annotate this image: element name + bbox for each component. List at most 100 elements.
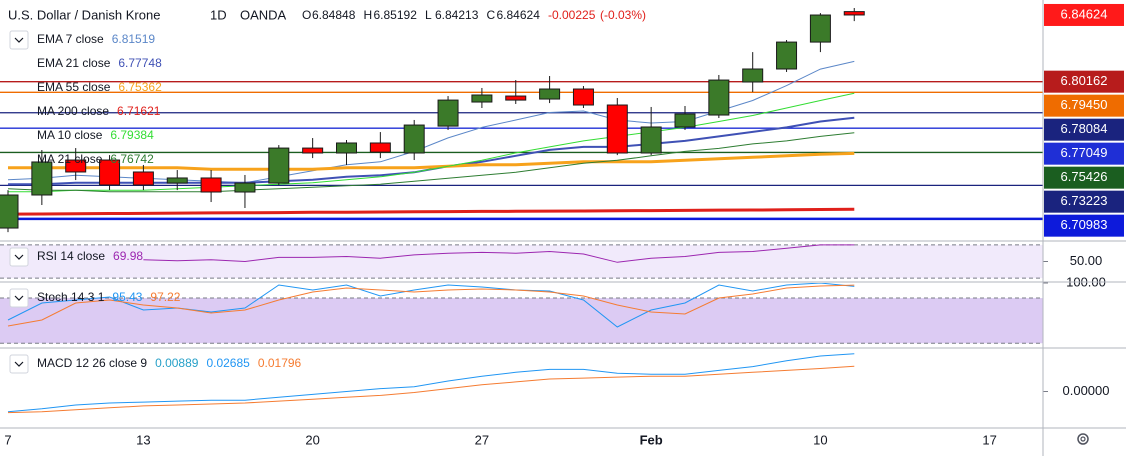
legend: RSI 14 close 69.98 [9, 247, 143, 267]
button-box [9, 288, 29, 308]
price-tag-label: 6.70983 [1061, 217, 1108, 232]
legend-name: MA 200 close [37, 104, 109, 118]
legend-name: MA 21 close [37, 152, 103, 166]
price-tag-label: 6.77049 [1061, 145, 1108, 160]
level-band [0, 244, 1043, 279]
price-tag-label: 6.78084 [1061, 121, 1108, 136]
indicator-pane [7, 353, 855, 414]
settings-button[interactable] [1077, 433, 1089, 445]
price-tag [1044, 166, 1124, 189]
source: OANDA [240, 7, 287, 22]
x-tick-label: 27 [475, 432, 489, 447]
price-tag [1044, 70, 1124, 93]
price-tag [1044, 3, 1124, 26]
price-tag-label: 6.80162 [1061, 73, 1108, 88]
candle-body [200, 177, 222, 193]
candle-body [99, 159, 121, 186]
candle-body [809, 14, 831, 43]
legend-value: 6.77748 [118, 56, 162, 70]
legend-title: Stoch 14 3 1 [37, 290, 105, 304]
candle-body [369, 142, 391, 153]
indicator-line [7, 207, 855, 216]
legend-name: EMA 7 close [37, 32, 104, 46]
ohlc-value: 6.84213 [435, 8, 479, 22]
chevron-icon [14, 295, 24, 301]
y-tick-label: 50.00 [1070, 253, 1103, 268]
candle-body [403, 124, 425, 154]
legend-title: RSI 14 close [37, 249, 105, 263]
ohlc-value: 6.85192 [374, 8, 418, 22]
legend-value: 6.79384 [110, 128, 154, 142]
collapse-button[interactable] [9, 247, 29, 267]
interval: 1D [210, 7, 227, 22]
price-tag [1044, 142, 1124, 165]
candle-body [606, 104, 628, 154]
candle-body [302, 147, 324, 154]
indicator-line [7, 365, 855, 414]
button-box [9, 354, 29, 374]
candle-body [65, 159, 87, 173]
candle-body [505, 95, 527, 101]
indicator-line [143, 244, 855, 263]
indicator-line [7, 283, 855, 328]
indicator-pane [0, 244, 1043, 279]
ohlc-label: O [302, 8, 311, 22]
candle-body [776, 41, 798, 70]
candle-body [132, 171, 154, 186]
candle-body [166, 177, 188, 184]
candle-body [336, 142, 357, 154]
ohlc-label: H [364, 8, 373, 22]
legend-value: 6.81519 [112, 32, 156, 46]
x-tick-label: Feb [640, 432, 663, 447]
candle-body [471, 94, 493, 103]
x-tick-label: 10 [813, 432, 827, 447]
ohlc-label: L [425, 8, 432, 22]
candle-body [742, 68, 764, 83]
candle-body [572, 88, 594, 106]
legend-name: EMA 21 close [37, 56, 111, 70]
legend-name: EMA 55 close [37, 80, 111, 94]
legend-value: 0.01796 [258, 356, 302, 370]
button-box [9, 30, 29, 50]
collapse-button[interactable] [9, 30, 29, 50]
price-tag-label: 6.75426 [1061, 169, 1108, 184]
indicator-pane [0, 283, 1043, 344]
price-tag [1044, 214, 1124, 237]
candle-body [31, 161, 53, 196]
change: -0.00225 [548, 8, 596, 22]
price-tag-label: 6.79450 [1061, 97, 1108, 112]
indicator-line [8, 151, 855, 171]
legend: Stoch 14 3 1 95.43 97.22 [9, 288, 181, 308]
indicator-line [7, 284, 855, 327]
legend: MACD 12 26 close 9 0.00889 0.02685 0.01796 [9, 354, 302, 374]
price-tag [1044, 190, 1124, 213]
legend-value: 6.75362 [118, 80, 162, 94]
x-tick-label: 17 [982, 432, 996, 447]
collapse-button[interactable] [9, 288, 29, 308]
price-pane [0, 8, 1043, 233]
candle-body [0, 194, 19, 229]
legend-name: MA 10 close [37, 128, 103, 142]
y-tick-label: 0.00000 [1063, 383, 1110, 398]
chevron-icon [14, 254, 24, 260]
legend-value: 6.76742 [110, 152, 154, 166]
ohlc-value: 6.84624 [497, 8, 541, 22]
header: U.S. Dollar / Danish Krone 1D OANDA (-0.… [8, 7, 646, 22]
x-tick-label: 7 [4, 432, 11, 447]
gear-icon [1080, 436, 1086, 442]
indicator-line [7, 353, 855, 413]
ohlc-value: 6.84848 [312, 8, 356, 22]
collapse-button[interactable] [9, 354, 29, 374]
level-band [0, 298, 1043, 344]
price-tags: 6.84624 6.80162 6.79450 6.78084 6.77049 6.754… [1044, 3, 1124, 237]
change-pct: (-0.03%) [600, 8, 646, 22]
x-tick-label: 13 [136, 432, 150, 447]
legend-value: 95.43 [112, 290, 142, 304]
x-tick-label: 20 [305, 432, 319, 447]
ohlc-label: C [487, 8, 496, 22]
price-tag [1044, 118, 1124, 141]
